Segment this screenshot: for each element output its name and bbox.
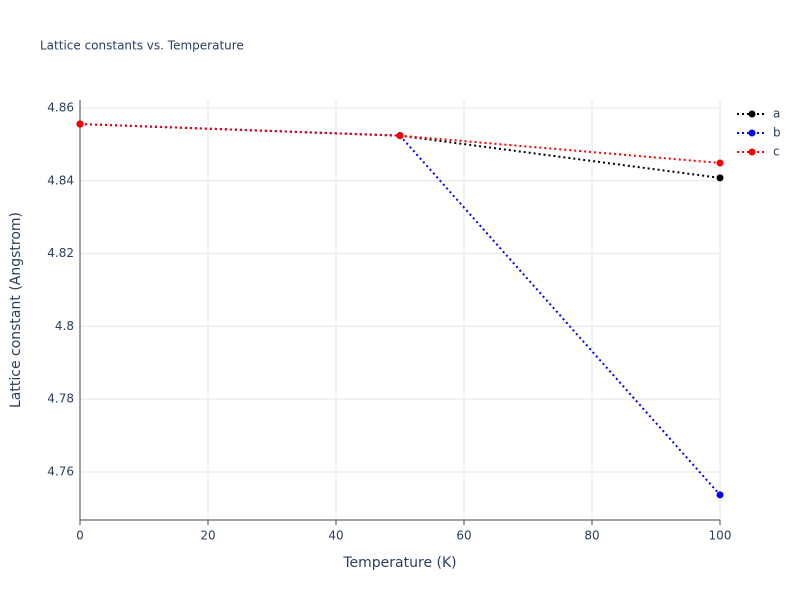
series-line <box>79 123 721 164</box>
x-tick-label: 80 <box>584 529 599 543</box>
y-tick-label: 4.78 <box>47 392 74 406</box>
x-axis-title: Temperature (K) <box>342 555 456 571</box>
x-tick-label: 60 <box>456 529 471 543</box>
y-tick-label: 4.84 <box>47 173 74 187</box>
marker <box>716 491 724 499</box>
legend-marker <box>748 148 756 156</box>
y-tick-label: 4.86 <box>47 101 74 115</box>
marker <box>396 132 404 140</box>
marker <box>716 174 724 182</box>
y-tick-label: 4.76 <box>47 464 74 478</box>
x-tick-label: 40 <box>328 529 343 543</box>
legend-marker <box>748 129 756 137</box>
chart-title: Lattice constants vs. Temperature <box>40 39 244 53</box>
marker <box>76 120 84 128</box>
legend-label: c <box>773 145 780 159</box>
marker <box>716 159 724 167</box>
legend-marker <box>748 110 756 118</box>
x-tick-label: 0 <box>76 529 84 543</box>
x-tick-label: 20 <box>200 529 215 543</box>
x-tick-label: 100 <box>709 529 732 543</box>
y-tick-label: 4.82 <box>47 246 74 260</box>
series-line <box>79 123 721 179</box>
legend-label: a <box>773 107 780 121</box>
y-tick-label: 4.8 <box>55 319 74 333</box>
series-line <box>79 123 721 496</box>
y-axis-title: Lattice constant (Angstrom) <box>8 212 24 408</box>
legend-label: b <box>773 126 781 140</box>
